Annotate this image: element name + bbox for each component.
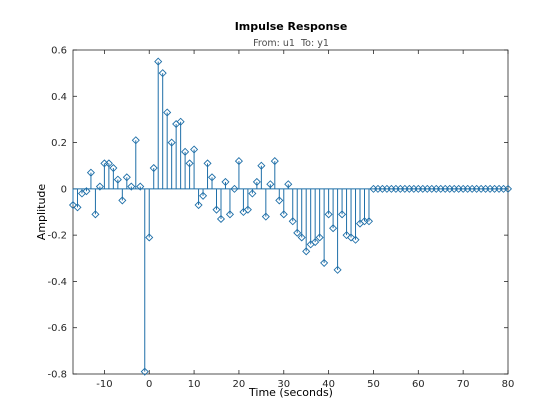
stem-marker-diamond xyxy=(109,163,118,173)
y-axis-label: Amplitude xyxy=(35,184,48,241)
stem-marker-diamond xyxy=(279,210,288,219)
stem-marker-diamond xyxy=(266,180,275,189)
x-tick-label: 30 xyxy=(277,379,290,390)
stem-marker-diamond xyxy=(311,238,320,247)
stem-marker-diamond xyxy=(73,203,82,212)
stem-marker-diamond xyxy=(163,108,172,117)
stem-marker-diamond xyxy=(503,184,513,193)
y-tick-label: 0.4 xyxy=(51,92,67,103)
x-tick-labels: -10 0 10 20 30 40 50 60 70 80 xyxy=(96,379,514,390)
stem-marker-diamond xyxy=(329,224,338,233)
x-tick-label: 70 xyxy=(457,379,470,390)
stem-marker-diamond xyxy=(252,177,261,186)
stem-marker-diamond xyxy=(297,233,306,242)
y-tick-label: -0.6 xyxy=(47,323,67,334)
stem-marker-diamond xyxy=(216,214,226,223)
stem-marker-diamond xyxy=(158,69,167,78)
stem-marker-diamond xyxy=(131,136,140,145)
stem-marker-diamond xyxy=(351,235,360,244)
stem-marker-diamond xyxy=(199,191,208,200)
stem-marker-diamond xyxy=(167,138,176,147)
stem-marker-diamond xyxy=(113,175,122,184)
x-tick-label: 80 xyxy=(502,379,515,390)
stem-marker-diamond xyxy=(149,163,158,173)
stem-marker-diamond xyxy=(91,210,100,219)
stem-marker-diamond xyxy=(212,205,221,214)
y-tick-label: -0.4 xyxy=(47,277,67,288)
stem-marker-diamond xyxy=(261,212,270,221)
stem-marker-diamond xyxy=(288,217,297,226)
stem-marker-diamond xyxy=(207,173,217,182)
stem-markers xyxy=(68,57,513,376)
stem-marker-diamond xyxy=(82,187,91,196)
y-tick-label: -0.2 xyxy=(47,231,67,242)
stem-marker-diamond xyxy=(181,147,190,156)
stem-marker-diamond xyxy=(324,210,333,219)
stem-marker-diamond xyxy=(225,210,234,219)
stem-marker-diamond xyxy=(118,196,127,205)
stem-marker-diamond xyxy=(234,157,243,166)
stem-marker-diamond xyxy=(270,157,279,166)
x-tick-label: 50 xyxy=(367,379,380,390)
stem-marker-diamond xyxy=(364,217,374,226)
y-tick-labels: -0.8 -0.6 -0.4 -0.2 0 0.2 0.4 0.6 xyxy=(47,46,67,381)
stem-marker-diamond xyxy=(95,182,104,191)
stem-marker-diamond xyxy=(230,184,239,193)
stem-marker-diamond xyxy=(203,159,212,168)
stem-marker-diamond xyxy=(248,189,257,198)
stem-marker-diamond xyxy=(185,159,194,168)
stem-marker-diamond xyxy=(347,233,356,242)
y-tick-label: 0.2 xyxy=(51,138,67,149)
y-tick-label: -0.8 xyxy=(47,370,67,381)
stem-marker-diamond xyxy=(145,233,154,242)
stem-marker-diamond xyxy=(190,145,199,154)
plot-area xyxy=(72,49,509,375)
stem-marker-diamond xyxy=(122,173,131,182)
x-tick-label: 60 xyxy=(412,379,425,390)
stem-marker-diamond xyxy=(320,258,329,267)
x-tick-label: 20 xyxy=(233,379,246,390)
chart-subtitle: From: u1 To: y1 xyxy=(253,38,329,49)
x-tick-label: 0 xyxy=(146,379,152,390)
stem-marker-diamond xyxy=(275,196,284,205)
stem-marker-diamond xyxy=(194,201,203,210)
y-tick-label: 0.6 xyxy=(51,46,67,57)
x-tick-label: 40 xyxy=(322,379,335,390)
stem-marker-diamond xyxy=(127,182,136,191)
stem-marker-diamond xyxy=(68,201,78,210)
chart-title: Impulse Response xyxy=(235,20,348,33)
stem-marker-diamond xyxy=(221,177,230,186)
stem-marker-diamond xyxy=(315,233,324,242)
stem-marker-diamond xyxy=(104,159,113,168)
stem-marker-diamond xyxy=(284,180,293,189)
x-tick-label: -10 xyxy=(96,379,112,390)
stem-marker-diamond xyxy=(154,57,163,66)
axis-ticks xyxy=(73,49,509,375)
stem-marker-diamond xyxy=(140,367,149,376)
stem-marker-diamond xyxy=(136,182,145,191)
stem-marker-diamond xyxy=(338,210,347,219)
stem-marker-diamond xyxy=(333,265,342,274)
y-tick-label: 0 xyxy=(61,184,67,195)
stem-marker-diamond xyxy=(293,228,302,237)
x-tick-label: 10 xyxy=(188,379,201,390)
stem-marker-diamond xyxy=(86,168,95,177)
stem-marker-diamond xyxy=(257,161,266,170)
stem-marker-diamond xyxy=(302,247,311,256)
x-axis-label: Time (seconds) xyxy=(248,386,333,399)
stem-marker-diamond xyxy=(176,117,185,126)
stem-marker-diamond xyxy=(243,205,252,214)
stem-marker-diamond xyxy=(342,231,351,240)
